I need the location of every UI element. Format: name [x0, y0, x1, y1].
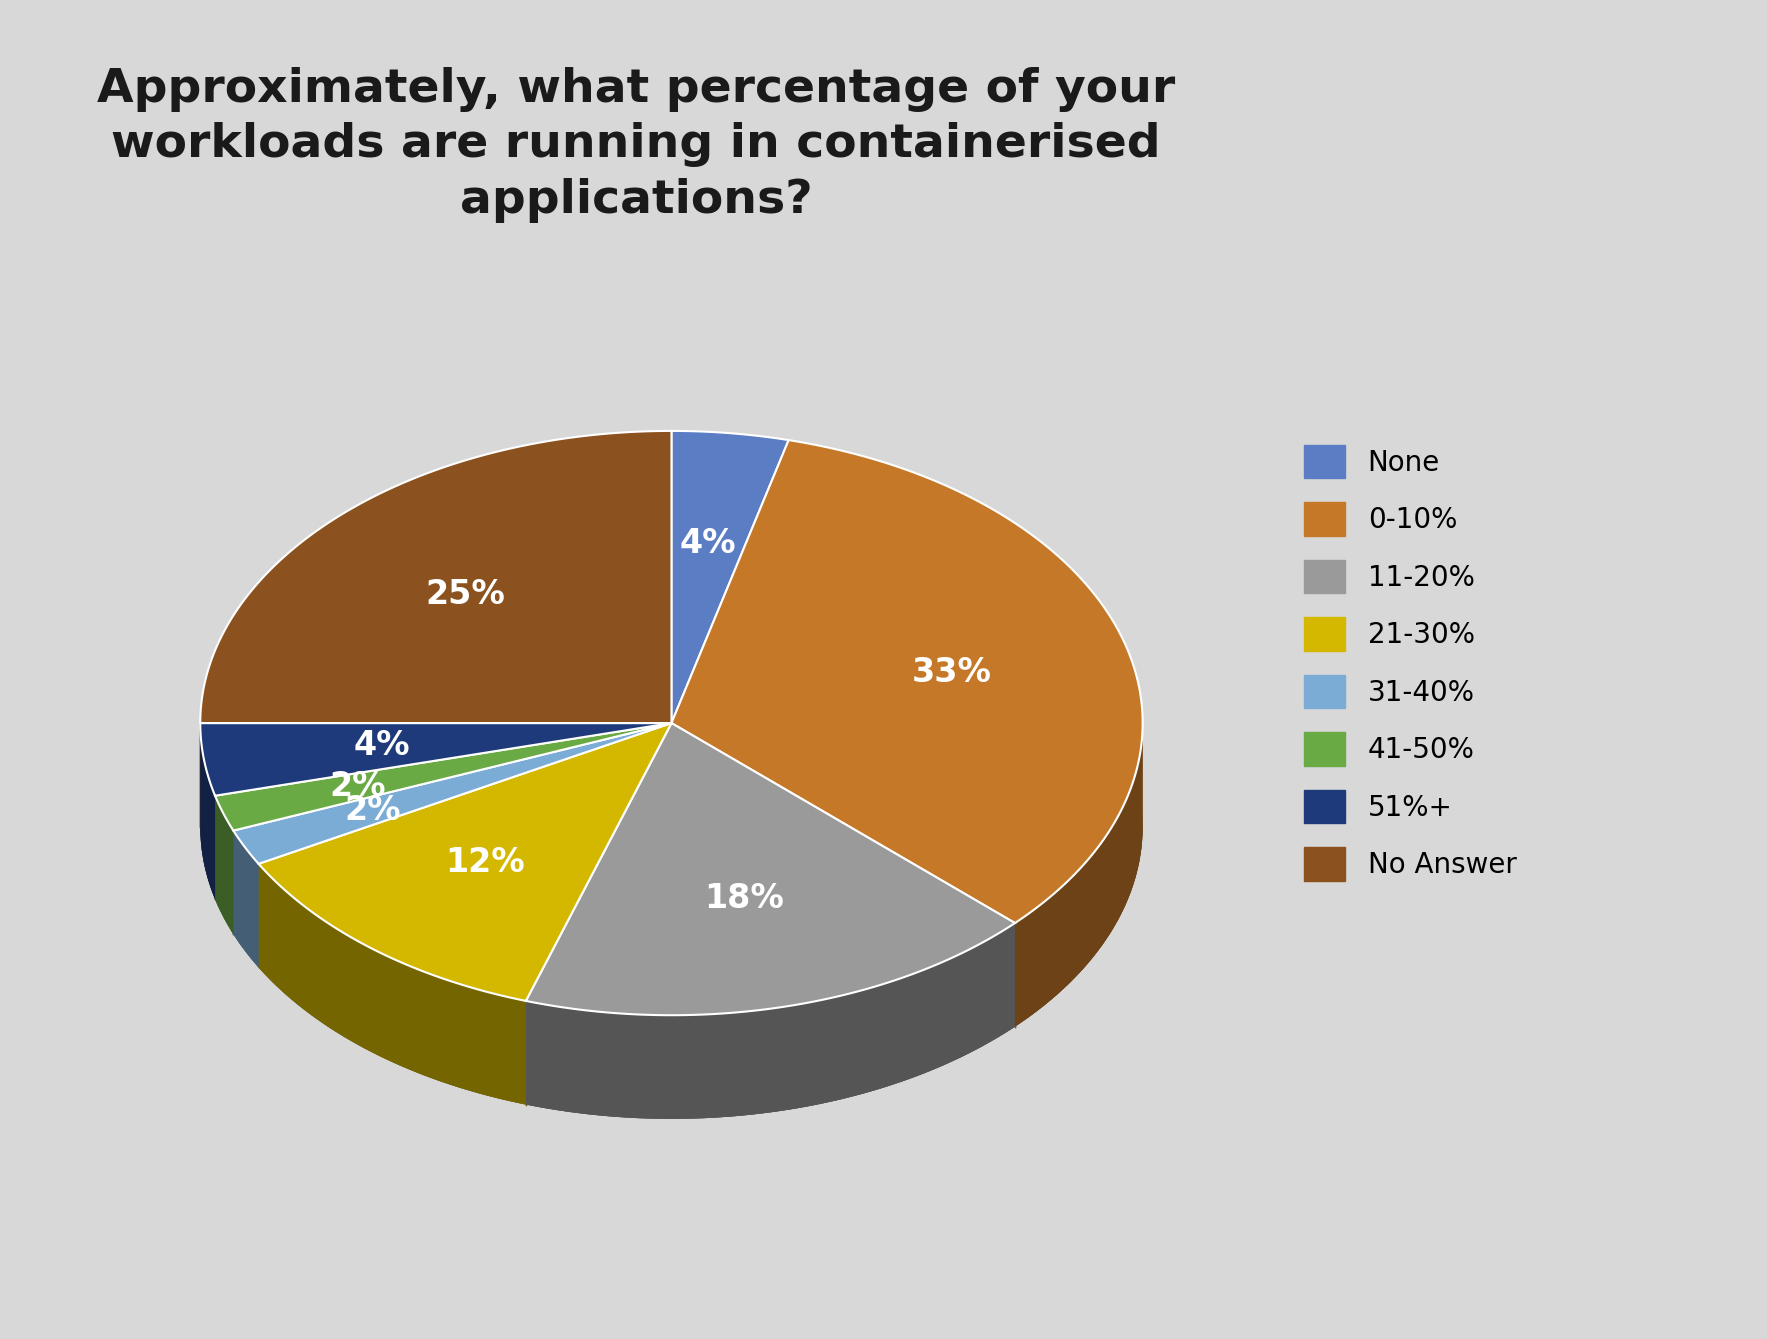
- Polygon shape: [200, 431, 671, 723]
- Polygon shape: [258, 864, 527, 1105]
- Polygon shape: [200, 723, 216, 900]
- Text: 25%: 25%: [426, 578, 505, 612]
- Text: 2%: 2%: [345, 794, 401, 826]
- Ellipse shape: [200, 534, 1143, 1119]
- Text: 12%: 12%: [445, 846, 525, 880]
- Polygon shape: [527, 923, 1014, 1119]
- Polygon shape: [1014, 719, 1143, 1027]
- Polygon shape: [216, 795, 233, 935]
- Polygon shape: [233, 723, 671, 864]
- Polygon shape: [216, 795, 233, 935]
- Text: 18%: 18%: [705, 882, 785, 915]
- Text: 2%: 2%: [329, 770, 385, 803]
- Polygon shape: [200, 723, 216, 900]
- Polygon shape: [671, 441, 1143, 923]
- Polygon shape: [671, 431, 788, 723]
- Text: 33%: 33%: [912, 656, 991, 690]
- Polygon shape: [258, 723, 671, 1002]
- Text: Approximately, what percentage of your
workloads are running in containerised
ap: Approximately, what percentage of your w…: [97, 67, 1175, 224]
- Legend: None, 0-10%, 11-20%, 21-30%, 31-40%, 41-50%, 51%+, No Answer: None, 0-10%, 11-20%, 21-30%, 31-40%, 41-…: [1304, 445, 1516, 881]
- Text: 4%: 4%: [680, 526, 737, 560]
- Text: 4%: 4%: [353, 730, 410, 762]
- Polygon shape: [216, 723, 671, 830]
- Polygon shape: [233, 830, 258, 968]
- Polygon shape: [258, 864, 527, 1105]
- Polygon shape: [233, 830, 258, 968]
- Polygon shape: [527, 723, 1014, 1015]
- Polygon shape: [527, 923, 1014, 1119]
- Polygon shape: [1014, 724, 1143, 1027]
- Polygon shape: [200, 723, 671, 795]
